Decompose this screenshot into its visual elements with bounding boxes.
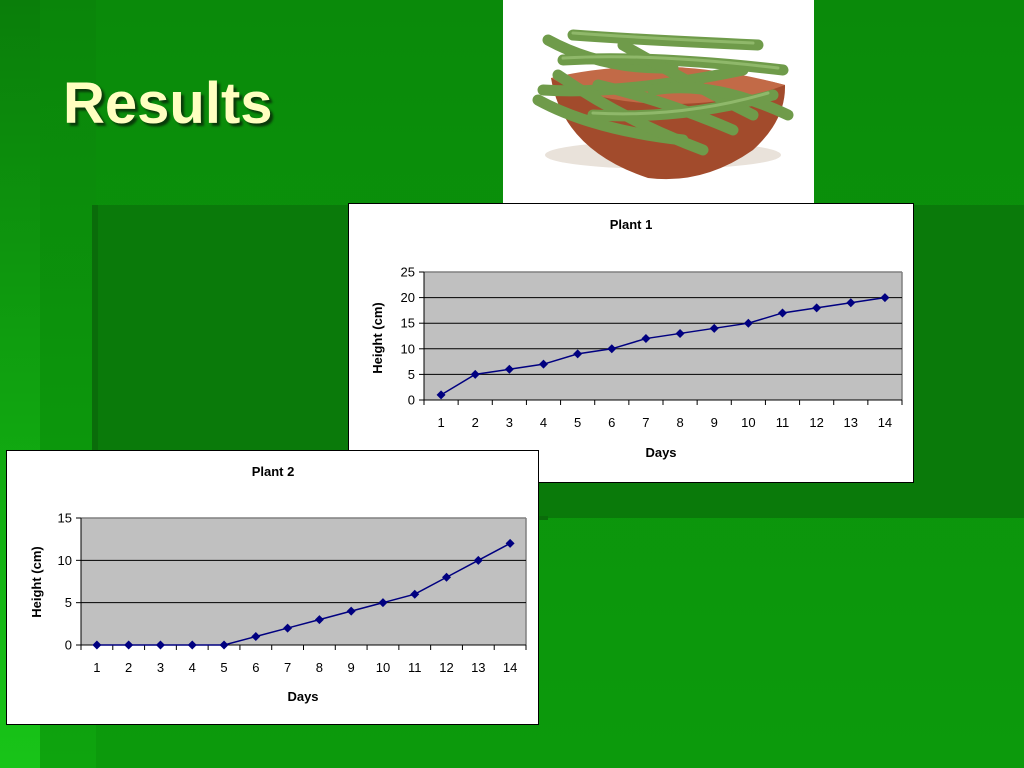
x-tick-label: 1 bbox=[437, 415, 444, 430]
chart-title: Plant 1 bbox=[610, 217, 653, 232]
data-point bbox=[346, 606, 356, 616]
y-tick-label: 25 bbox=[401, 265, 415, 280]
data-point bbox=[539, 359, 548, 369]
data-point bbox=[187, 640, 197, 650]
x-tick-label: 12 bbox=[809, 415, 823, 430]
plot-area bbox=[81, 518, 526, 645]
y-tick-label: 15 bbox=[401, 316, 415, 331]
y-tick-label: 0 bbox=[408, 393, 415, 408]
x-tick-label: 3 bbox=[506, 415, 513, 430]
data-point bbox=[812, 303, 822, 313]
panel-divider-horizontal bbox=[536, 516, 548, 520]
x-tick-label: 11 bbox=[776, 415, 790, 430]
x-axis-label: Days bbox=[287, 689, 318, 704]
x-tick-label: 10 bbox=[741, 415, 755, 430]
data-point bbox=[641, 334, 651, 344]
slide-title: Results bbox=[63, 71, 273, 136]
green-beans-photo bbox=[503, 0, 814, 203]
chart-plant-2: Plant 2 Height (cm) Days 0 5 10 15 1 2 3 4 5 6 7 8 9… bbox=[6, 450, 539, 725]
data-point bbox=[283, 623, 293, 633]
series-line bbox=[96, 542, 511, 646]
x-tick-label: 13 bbox=[471, 660, 485, 675]
x-tick-label: 14 bbox=[503, 660, 517, 675]
data-point bbox=[124, 640, 134, 650]
y-tick-label: 10 bbox=[58, 553, 72, 568]
x-tick-label: 14 bbox=[878, 415, 892, 430]
panel-divider-vertical bbox=[92, 205, 98, 455]
x-tick-label: 5 bbox=[220, 660, 227, 675]
beans-highlight bbox=[561, 31, 780, 116]
x-tick-label: 2 bbox=[472, 415, 479, 430]
data-point bbox=[607, 344, 617, 354]
beans-pile bbox=[532, 29, 794, 156]
x-tick-label: 3 bbox=[157, 660, 164, 675]
x-tick-label: 9 bbox=[348, 660, 355, 675]
data-point bbox=[251, 632, 261, 642]
data-point bbox=[219, 640, 229, 650]
data-point bbox=[675, 328, 685, 338]
data-point bbox=[378, 598, 388, 608]
x-tick-label: 9 bbox=[711, 415, 718, 430]
x-tick-label: 4 bbox=[540, 415, 547, 430]
x-tick-label: 7 bbox=[642, 415, 649, 430]
data-point bbox=[314, 615, 324, 625]
data-point bbox=[504, 364, 514, 374]
y-tick-label: 10 bbox=[401, 341, 415, 356]
x-tick-label: 13 bbox=[844, 415, 858, 430]
y-axis-label: Height (cm) bbox=[370, 302, 385, 374]
data-point bbox=[778, 308, 787, 318]
chart-title: Plant 2 bbox=[252, 464, 295, 479]
data-point bbox=[442, 572, 452, 582]
x-tick-label: 8 bbox=[676, 415, 683, 430]
data-point bbox=[92, 640, 102, 650]
chart-plant-1: Plant 1 Height (cm) Days 0 5 10 15 20 25 1 2 3 4 5… bbox=[348, 203, 914, 483]
series-line bbox=[440, 296, 886, 396]
y-tick-label: 5 bbox=[408, 367, 415, 382]
y-tick-label: 5 bbox=[65, 595, 72, 610]
data-point bbox=[473, 555, 483, 565]
x-tick-label: 6 bbox=[608, 415, 615, 430]
x-tick-label: 6 bbox=[252, 660, 259, 675]
data-point bbox=[505, 538, 515, 548]
x-tick-label: 7 bbox=[284, 660, 291, 675]
x-tick-label: 11 bbox=[408, 660, 422, 675]
x-tick-label: 12 bbox=[439, 660, 453, 675]
green-beans-bowl-icon bbox=[532, 29, 794, 180]
data-point bbox=[573, 349, 583, 359]
x-tick-label: 4 bbox=[189, 660, 196, 675]
data-point bbox=[709, 323, 719, 333]
y-tick-label: 15 bbox=[58, 511, 72, 526]
x-tick-label: 10 bbox=[376, 660, 390, 675]
data-point bbox=[410, 589, 420, 599]
y-axis-label: Height (cm) bbox=[29, 546, 44, 618]
data-point bbox=[846, 298, 856, 308]
y-tick-label: 20 bbox=[401, 290, 415, 305]
data-point bbox=[743, 318, 753, 328]
x-axis-label: Days bbox=[645, 445, 676, 460]
data-point bbox=[436, 390, 446, 400]
data-point bbox=[880, 293, 890, 303]
y-tick-label: 0 bbox=[65, 638, 72, 653]
data-point bbox=[155, 640, 165, 650]
data-point bbox=[470, 369, 480, 379]
x-tick-label: 8 bbox=[316, 660, 323, 675]
x-tick-label: 5 bbox=[574, 415, 581, 430]
x-tick-label: 2 bbox=[125, 660, 132, 675]
x-tick-label: 1 bbox=[93, 660, 100, 675]
